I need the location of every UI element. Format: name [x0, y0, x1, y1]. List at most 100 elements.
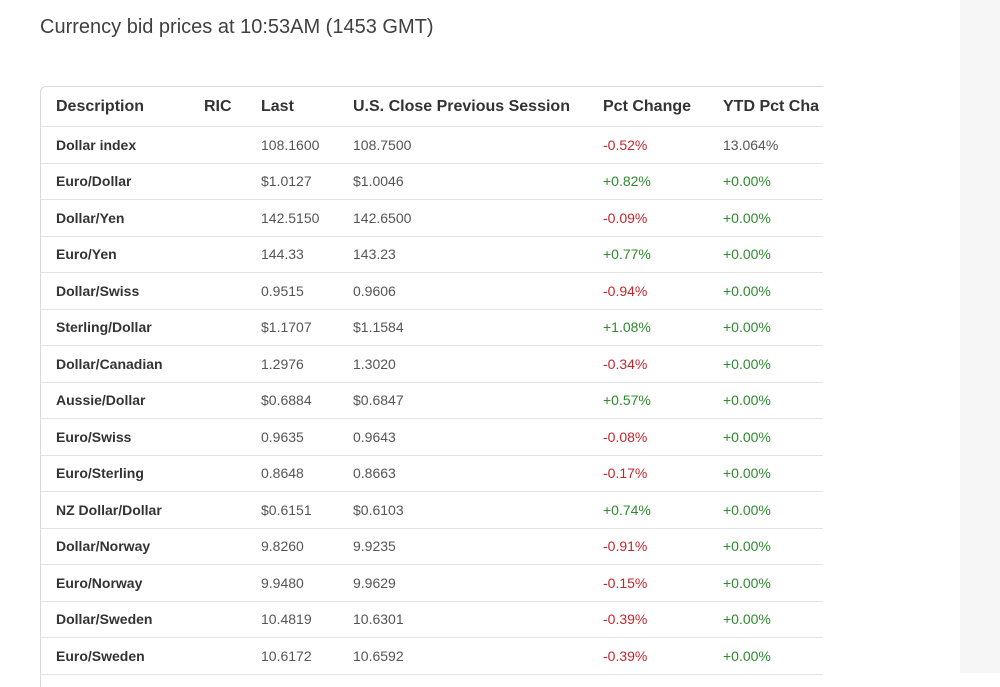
- row-label: Euro/Sterling: [56, 465, 144, 482]
- cell-value: +0.57%: [603, 392, 651, 409]
- cell-value: +0.82%: [603, 173, 651, 190]
- side-panel: [960, 0, 1000, 673]
- row-label: Euro/Norway: [56, 574, 143, 591]
- cell-value: 0.8648: [261, 465, 304, 482]
- cell-value: 10.4819: [261, 611, 312, 628]
- column-header: RIC: [204, 97, 232, 115]
- currency-table: Description RIC Last U.S. Close Previous Se…: [40, 86, 823, 687]
- cell-value: +0.00%: [723, 501, 771, 518]
- cell-value: 142.5150: [261, 209, 320, 226]
- cell-value: 143.23: [353, 246, 396, 263]
- cell-value: $1.1584: [353, 319, 404, 336]
- row-label: Euro/Dollar: [56, 173, 132, 190]
- cell-value: 10.6592: [353, 647, 404, 664]
- row-label: Sterling/Dollar: [56, 319, 152, 336]
- cell-value: +0.00%: [723, 392, 771, 409]
- header-row: Description RIC Last U.S. Close Previous Se…: [41, 87, 823, 127]
- cell-value: +0.00%: [723, 538, 771, 555]
- cell-value: -0.17%: [603, 465, 648, 482]
- cell-value: +0.00%: [723, 173, 771, 190]
- cell-value: 10.6172: [261, 647, 312, 664]
- cell-value: 108.7500: [353, 136, 412, 153]
- cell-value: 0.9643: [353, 428, 396, 445]
- cell-value: $0.6884: [261, 392, 312, 409]
- cell-value: 9.8260: [261, 538, 304, 555]
- cell-value: -0.39%: [603, 611, 648, 628]
- cell-value: 0.9635: [261, 428, 304, 445]
- cell-value: $0.6103: [353, 501, 404, 518]
- cell-value: 9.9235: [353, 538, 396, 555]
- cell-value: $0.6847: [353, 392, 404, 409]
- table-row: NZ Dollar/Dollar $0.6151 $0.6103 +0.74% +0.0…: [41, 492, 823, 529]
- cell-value: +0.00%: [723, 355, 771, 372]
- cell-value: -0.34%: [603, 355, 648, 372]
- table-row: Dollar/Sweden 10.4819 10.6301 -0.39% +0.00%: [41, 602, 823, 638]
- table-row: Euro/Norway 9.9480 9.9629 -0.15% +0.00%: [41, 565, 823, 602]
- table-row: Dollar/Canadian 1.2976 1.3020 -0.34% +0.00%: [41, 346, 823, 383]
- cell-value: +0.00%: [723, 428, 771, 445]
- row-label: Aussie/Dollar: [56, 392, 146, 409]
- cell-value: -0.09%: [603, 209, 648, 226]
- cell-value: +0.00%: [723, 246, 771, 263]
- row-label: NZ Dollar/Dollar: [56, 501, 162, 518]
- cell-value: +1.08%: [603, 319, 651, 336]
- cell-value: +0.00%: [723, 319, 771, 336]
- table-row: Euro/Swiss 0.9635 0.9643 -0.08% +0.00%: [41, 419, 823, 456]
- row-label: Dollar/Yen: [56, 209, 125, 226]
- cell-value: $1.0127: [261, 173, 312, 190]
- row-label: Euro/Swiss: [56, 428, 132, 445]
- row-label: Dollar/Swiss: [56, 282, 140, 299]
- cell-value: $0.6151: [261, 501, 312, 518]
- column-header: Last: [261, 97, 294, 115]
- column-header: Pct Change: [603, 97, 692, 115]
- cell-value: +0.74%: [603, 501, 651, 518]
- cell-value: -0.15%: [603, 574, 648, 591]
- table-row: Aussie/Dollar $0.6884 $0.6847 +0.57% +0.00%: [41, 383, 823, 419]
- column-header: U.S. Close Previous Session: [353, 97, 570, 115]
- row-label: Euro/Yen: [56, 246, 117, 263]
- cell-value: $1.0046: [353, 173, 404, 190]
- cell-value: +0.00%: [723, 209, 771, 226]
- cell-value: +0.00%: [723, 647, 771, 664]
- cell-value: -0.94%: [603, 282, 648, 299]
- cell-value: -0.08%: [603, 428, 648, 445]
- table-row: Euro/Sweden 10.6172 10.6592 -0.39% +0.00%: [41, 638, 823, 675]
- table-row: Dollar index 108.1600 108.7500 -0.52% 13.064…: [41, 127, 823, 164]
- column-header: YTD Pct Cha: [723, 97, 820, 115]
- cell-value: 1.2976: [261, 355, 304, 372]
- cell-value: 108.1600: [261, 136, 320, 153]
- cell-value: 1.3020: [353, 355, 396, 372]
- table-row: Euro/Dollar $1.0127 $1.0046 +0.82% +0.00%: [41, 164, 823, 200]
- row-label: Dollar/Norway: [56, 538, 151, 555]
- title: Currency bid prices at 10:53AM (1453 GMT…: [40, 16, 434, 38]
- table-row: Euro/Sterling 0.8648 0.8663 -0.17% +0.00%: [41, 456, 823, 492]
- cell-value: -0.52%: [603, 136, 648, 153]
- table-row: Euro/Yen 144.33 143.23 +0.77% +0.00%: [41, 237, 823, 273]
- cell-value: -0.91%: [603, 538, 648, 555]
- cell-value: $1.1707: [261, 319, 312, 336]
- cell-value: 9.9480: [261, 574, 304, 591]
- table-row: Dollar/Swiss 0.9515 0.9606 -0.94% +0.00%: [41, 273, 823, 310]
- cell-value: 142.6500: [353, 209, 412, 226]
- cell-value: -0.39%: [603, 647, 648, 664]
- table-row: Dollar/Norway 9.8260 9.9235 -0.91% +0.00%: [41, 529, 823, 565]
- cell-value: 10.6301: [353, 611, 404, 628]
- column-header: Description: [56, 97, 145, 115]
- cell-value: 144.33: [261, 246, 304, 263]
- cell-value: +0.00%: [723, 465, 771, 482]
- cell-value: +0.00%: [723, 282, 771, 299]
- cell-value: 0.9515: [261, 282, 304, 299]
- cell-value: +0.00%: [723, 574, 771, 591]
- row-label: Dollar index: [56, 136, 137, 153]
- row-label: Dollar/Canadian: [56, 355, 163, 372]
- cell-value: 9.9629: [353, 574, 396, 591]
- cell-value: +0.77%: [603, 246, 651, 263]
- cell-value: 0.8663: [353, 465, 396, 482]
- row-label: Dollar/Sweden: [56, 611, 153, 628]
- cell-value: +0.00%: [723, 611, 771, 628]
- cell-value: 0.9606: [353, 282, 396, 299]
- page: Currency bid prices at 10:53AM (1453 GMT…: [40, 0, 1000, 687]
- table-row: Dollar/Yen 142.5150 142.6500 -0.09% +0.00%: [41, 200, 823, 237]
- table-row: Sterling/Dollar $1.1707 $1.1584 +1.08% +0.00…: [41, 310, 823, 346]
- row-label: Euro/Sweden: [56, 647, 145, 664]
